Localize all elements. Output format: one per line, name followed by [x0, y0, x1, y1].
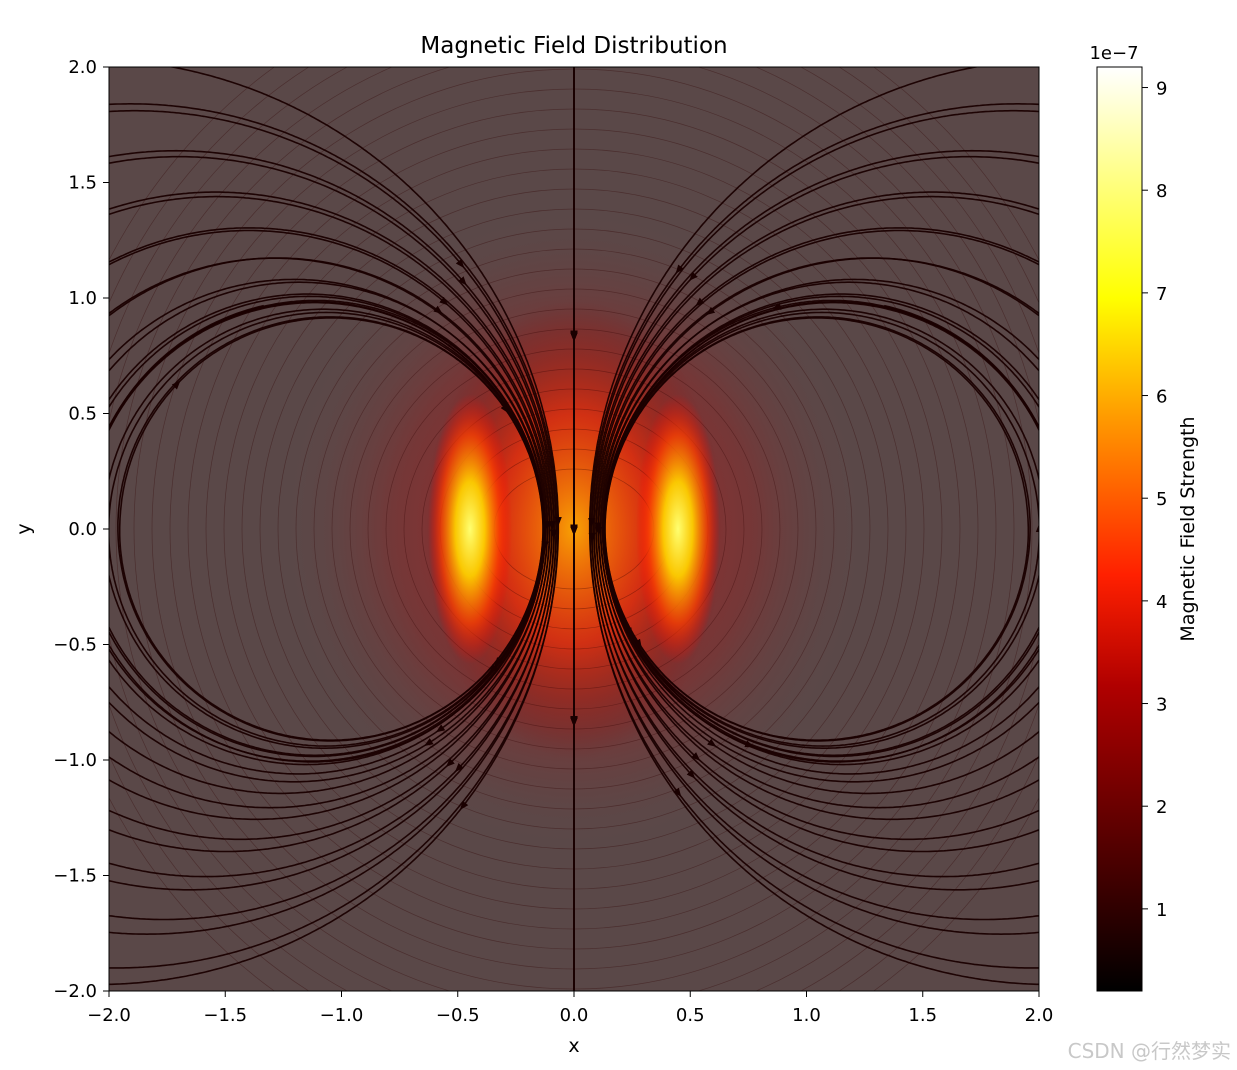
x-tick-label: 0.0	[560, 1005, 589, 1026]
colorbar-tick-label: 1	[1156, 900, 1167, 921]
streamline	[109, 149, 557, 936]
colorbar-tick-label: 3	[1156, 695, 1167, 716]
y-tick-label: 0.5	[68, 404, 97, 425]
source-glow-right	[636, 394, 720, 664]
y-tick-label: −2.0	[53, 981, 97, 1002]
streamline	[603, 293, 1039, 766]
streamline	[109, 293, 545, 766]
colorbar-tick-label: 6	[1156, 387, 1167, 408]
x-tick-label: −1.5	[203, 1005, 247, 1026]
y-tick-label: 1.5	[68, 173, 97, 194]
x-tick-label: −1.0	[320, 1005, 364, 1026]
y-tick-label: 1.0	[68, 288, 97, 309]
colorbar-tick-label: 5	[1156, 489, 1167, 510]
streamline-arrow	[686, 769, 696, 779]
y-axis-label: y	[13, 523, 35, 534]
streamline-arrow	[458, 276, 467, 286]
streamline-arrow	[675, 264, 684, 274]
streamline	[595, 227, 1039, 853]
streamline-arrow	[744, 740, 755, 748]
streamline-arrow	[171, 380, 181, 390]
streamline	[604, 301, 1039, 757]
chart-title: Magnetic Field Distribution	[420, 33, 727, 59]
streamline-arrow	[707, 738, 717, 747]
streamline	[602, 299, 1039, 775]
y-tick-label: −1.5	[53, 866, 97, 887]
colorbar-label: Magnetic Field Strength	[1177, 416, 1199, 641]
streamline-arrow	[435, 724, 446, 733]
streamline-arrow	[689, 271, 698, 281]
colorbar-ticks: 1 2 3 4 5 6 7 8 9	[1142, 79, 1167, 921]
y-tick-label: 2.0	[68, 57, 97, 78]
colorbar-tick-label: 8	[1156, 181, 1167, 202]
x-tick-label: −2.0	[87, 1005, 131, 1026]
colorbar-gradient	[1096, 66, 1143, 992]
y-tick-label: −0.5	[53, 635, 97, 656]
streamline-arrow	[459, 800, 469, 811]
streamline-arrow	[455, 258, 465, 269]
streamline-arrow	[494, 657, 503, 667]
streamline-arrow	[673, 787, 682, 797]
colorbar-tick-label: 4	[1156, 592, 1167, 613]
streamline-arrow	[424, 738, 434, 746]
streamline	[600, 281, 1039, 795]
x-tick-label: 1.5	[908, 1005, 937, 1026]
colorbar-tick-label: 2	[1156, 797, 1167, 818]
streamlines	[109, 67, 1039, 991]
x-tick-label: 1.0	[792, 1005, 821, 1026]
y-tick-label: 0.0	[68, 519, 97, 540]
streamline-arrow	[695, 297, 705, 307]
streamline	[109, 257, 550, 821]
streamline	[589, 103, 1039, 986]
colorbar-tick-label: 9	[1156, 79, 1167, 100]
y-tick-label: −1.0	[53, 750, 97, 771]
streamline-arrow	[433, 305, 443, 314]
plot-area	[109, 67, 1039, 991]
colorbar: 1 2 3 4 5 6 7 8 9 1e−7 Magnetic Field Strength	[1089, 43, 1199, 992]
watermark: CSDN @行然梦实	[1067, 1039, 1231, 1063]
colorbar-tick-label: 7	[1156, 284, 1167, 305]
streamline-arrow	[691, 752, 701, 761]
x-tick-label: 0.5	[676, 1005, 705, 1026]
y-axis: 2.0 1.5 1.0 0.5 0.0 −0.5 −1.0 −1.5 −2.0	[53, 57, 109, 1002]
streamline-arrow	[439, 296, 449, 306]
streamline-arrow	[454, 763, 464, 773]
x-tick-label: 2.0	[1025, 1005, 1054, 1026]
colorbar-offset-text: 1e−7	[1089, 43, 1138, 64]
streamline-arrow	[445, 758, 455, 768]
source-glow-left	[428, 394, 512, 664]
streamline-arrow	[771, 302, 782, 310]
x-axis-label: x	[568, 1035, 579, 1057]
x-axis: −2.0 −1.5 −1.0 −0.5 0.0 0.5 1.0 1.5 2.0	[87, 991, 1053, 1026]
contour-line	[115, 67, 1033, 991]
x-tick-label: −0.5	[436, 1005, 480, 1026]
streamline	[109, 299, 546, 775]
streamline	[109, 103, 559, 986]
streamline-arrow	[705, 306, 716, 316]
